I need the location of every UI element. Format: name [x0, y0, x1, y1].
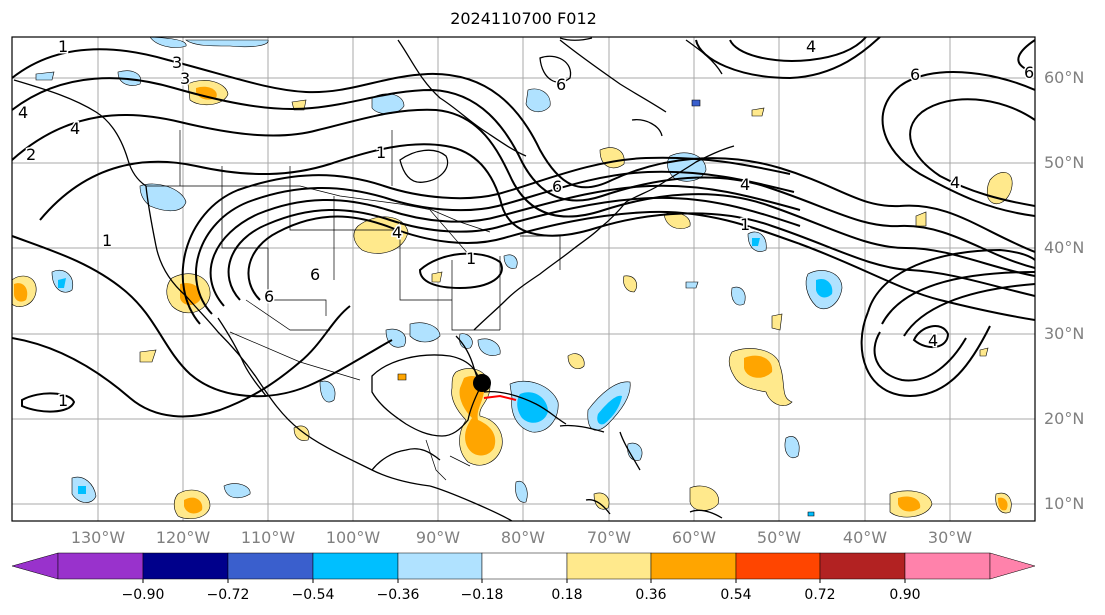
colorbar-tick-label: −0.54: [291, 587, 335, 603]
contour-label: 6: [1024, 63, 1034, 82]
map-frame: [11, 36, 1036, 522]
contour-labels: 1 3 3 4 2 1 1 6 1 6 1 6 4 6 6 4 4 4 4 6 …: [17, 37, 1036, 412]
colorbar-max-arrow: [989, 552, 1036, 580]
colorbar-bin: [650, 552, 737, 580]
contour-label: 6: [910, 65, 920, 84]
lat-label: 10°N: [1044, 494, 1085, 513]
contour-label: 4: [70, 119, 80, 138]
map-title: 2024110700 F012: [450, 9, 597, 28]
lon-label: 70°W: [586, 528, 632, 547]
lon-label: 80°W: [500, 528, 546, 547]
lon-label: 120°W: [155, 528, 211, 547]
colorbar-tick-label: 0.18: [551, 587, 583, 603]
contour-label: 1: [102, 231, 112, 250]
lat-label: 20°N: [1044, 409, 1085, 428]
colorbar-tick-label: −0.72: [206, 587, 250, 603]
lon-label: 40°W: [842, 528, 888, 547]
colorbar-bin: [57, 552, 144, 580]
contour-label: 4: [392, 223, 402, 242]
contour-label: 1: [376, 143, 386, 162]
colorbar-bin: [312, 552, 399, 580]
colorbar-tick-label: 0.36: [635, 587, 667, 603]
colorbar-bin: [142, 552, 229, 580]
coastlines: [13, 37, 735, 521]
colorbar-min-arrow: [11, 552, 59, 580]
colorbar-tick-label: −0.36: [376, 587, 420, 603]
lat-label: 40°N: [1044, 238, 1085, 257]
contour-label: 4: [928, 331, 938, 350]
colorbar-bin: [819, 552, 906, 580]
contour-label: 6: [310, 265, 320, 284]
storm-center-marker: [473, 374, 491, 392]
lon-label: 100°W: [325, 528, 381, 547]
contour-label: 3: [180, 69, 190, 88]
colorbar-tick-label: 0.54: [720, 587, 752, 603]
lat-label: 60°N: [1044, 68, 1085, 87]
contour-label: 1: [58, 391, 68, 410]
lon-label: 50°W: [756, 528, 802, 547]
lon-label: 90°W: [415, 528, 461, 547]
colorbar-tick-label: −0.18: [460, 587, 504, 603]
colorbar-tick-label: −0.90: [121, 587, 165, 603]
contour-label: 6: [264, 287, 274, 306]
contour-label: 4: [18, 103, 28, 122]
colorbar-bin: [735, 552, 821, 580]
lon-label: 30°W: [927, 528, 973, 547]
graticule: [12, 37, 1035, 521]
colorbar-bin: [481, 552, 568, 580]
contour-label: 2: [26, 145, 36, 164]
contour-label: 1: [58, 37, 68, 56]
contour-label: 1: [466, 249, 476, 268]
colorbar-tick-label: 0.90: [889, 587, 921, 603]
colorbar-bin: [566, 552, 652, 580]
contour-label: 6: [556, 75, 566, 94]
lon-label: 110°W: [240, 528, 296, 547]
lon-label: 130°W: [70, 528, 126, 547]
colorbar-bin: [904, 552, 991, 580]
lat-label: 50°N: [1044, 153, 1085, 172]
colorbar-bin: [227, 552, 314, 580]
colorbar: [11, 552, 1036, 583]
contour-label: 4: [740, 175, 750, 194]
contour-label: 6: [552, 177, 562, 196]
storm-track: [483, 394, 517, 401]
colorbar-tick-label: 0.72: [804, 587, 836, 603]
colorbar-bin: [397, 552, 483, 580]
lat-label: 30°N: [1044, 324, 1085, 343]
contour-label: 1: [740, 215, 750, 234]
contour-label: 4: [806, 37, 816, 56]
negative-anomaly-shading: [35, 37, 843, 517]
lon-label: 60°W: [671, 528, 717, 547]
contour-label: 4: [950, 173, 960, 192]
height-contours: [12, 37, 1035, 418]
contour-label: 3: [172, 53, 182, 72]
